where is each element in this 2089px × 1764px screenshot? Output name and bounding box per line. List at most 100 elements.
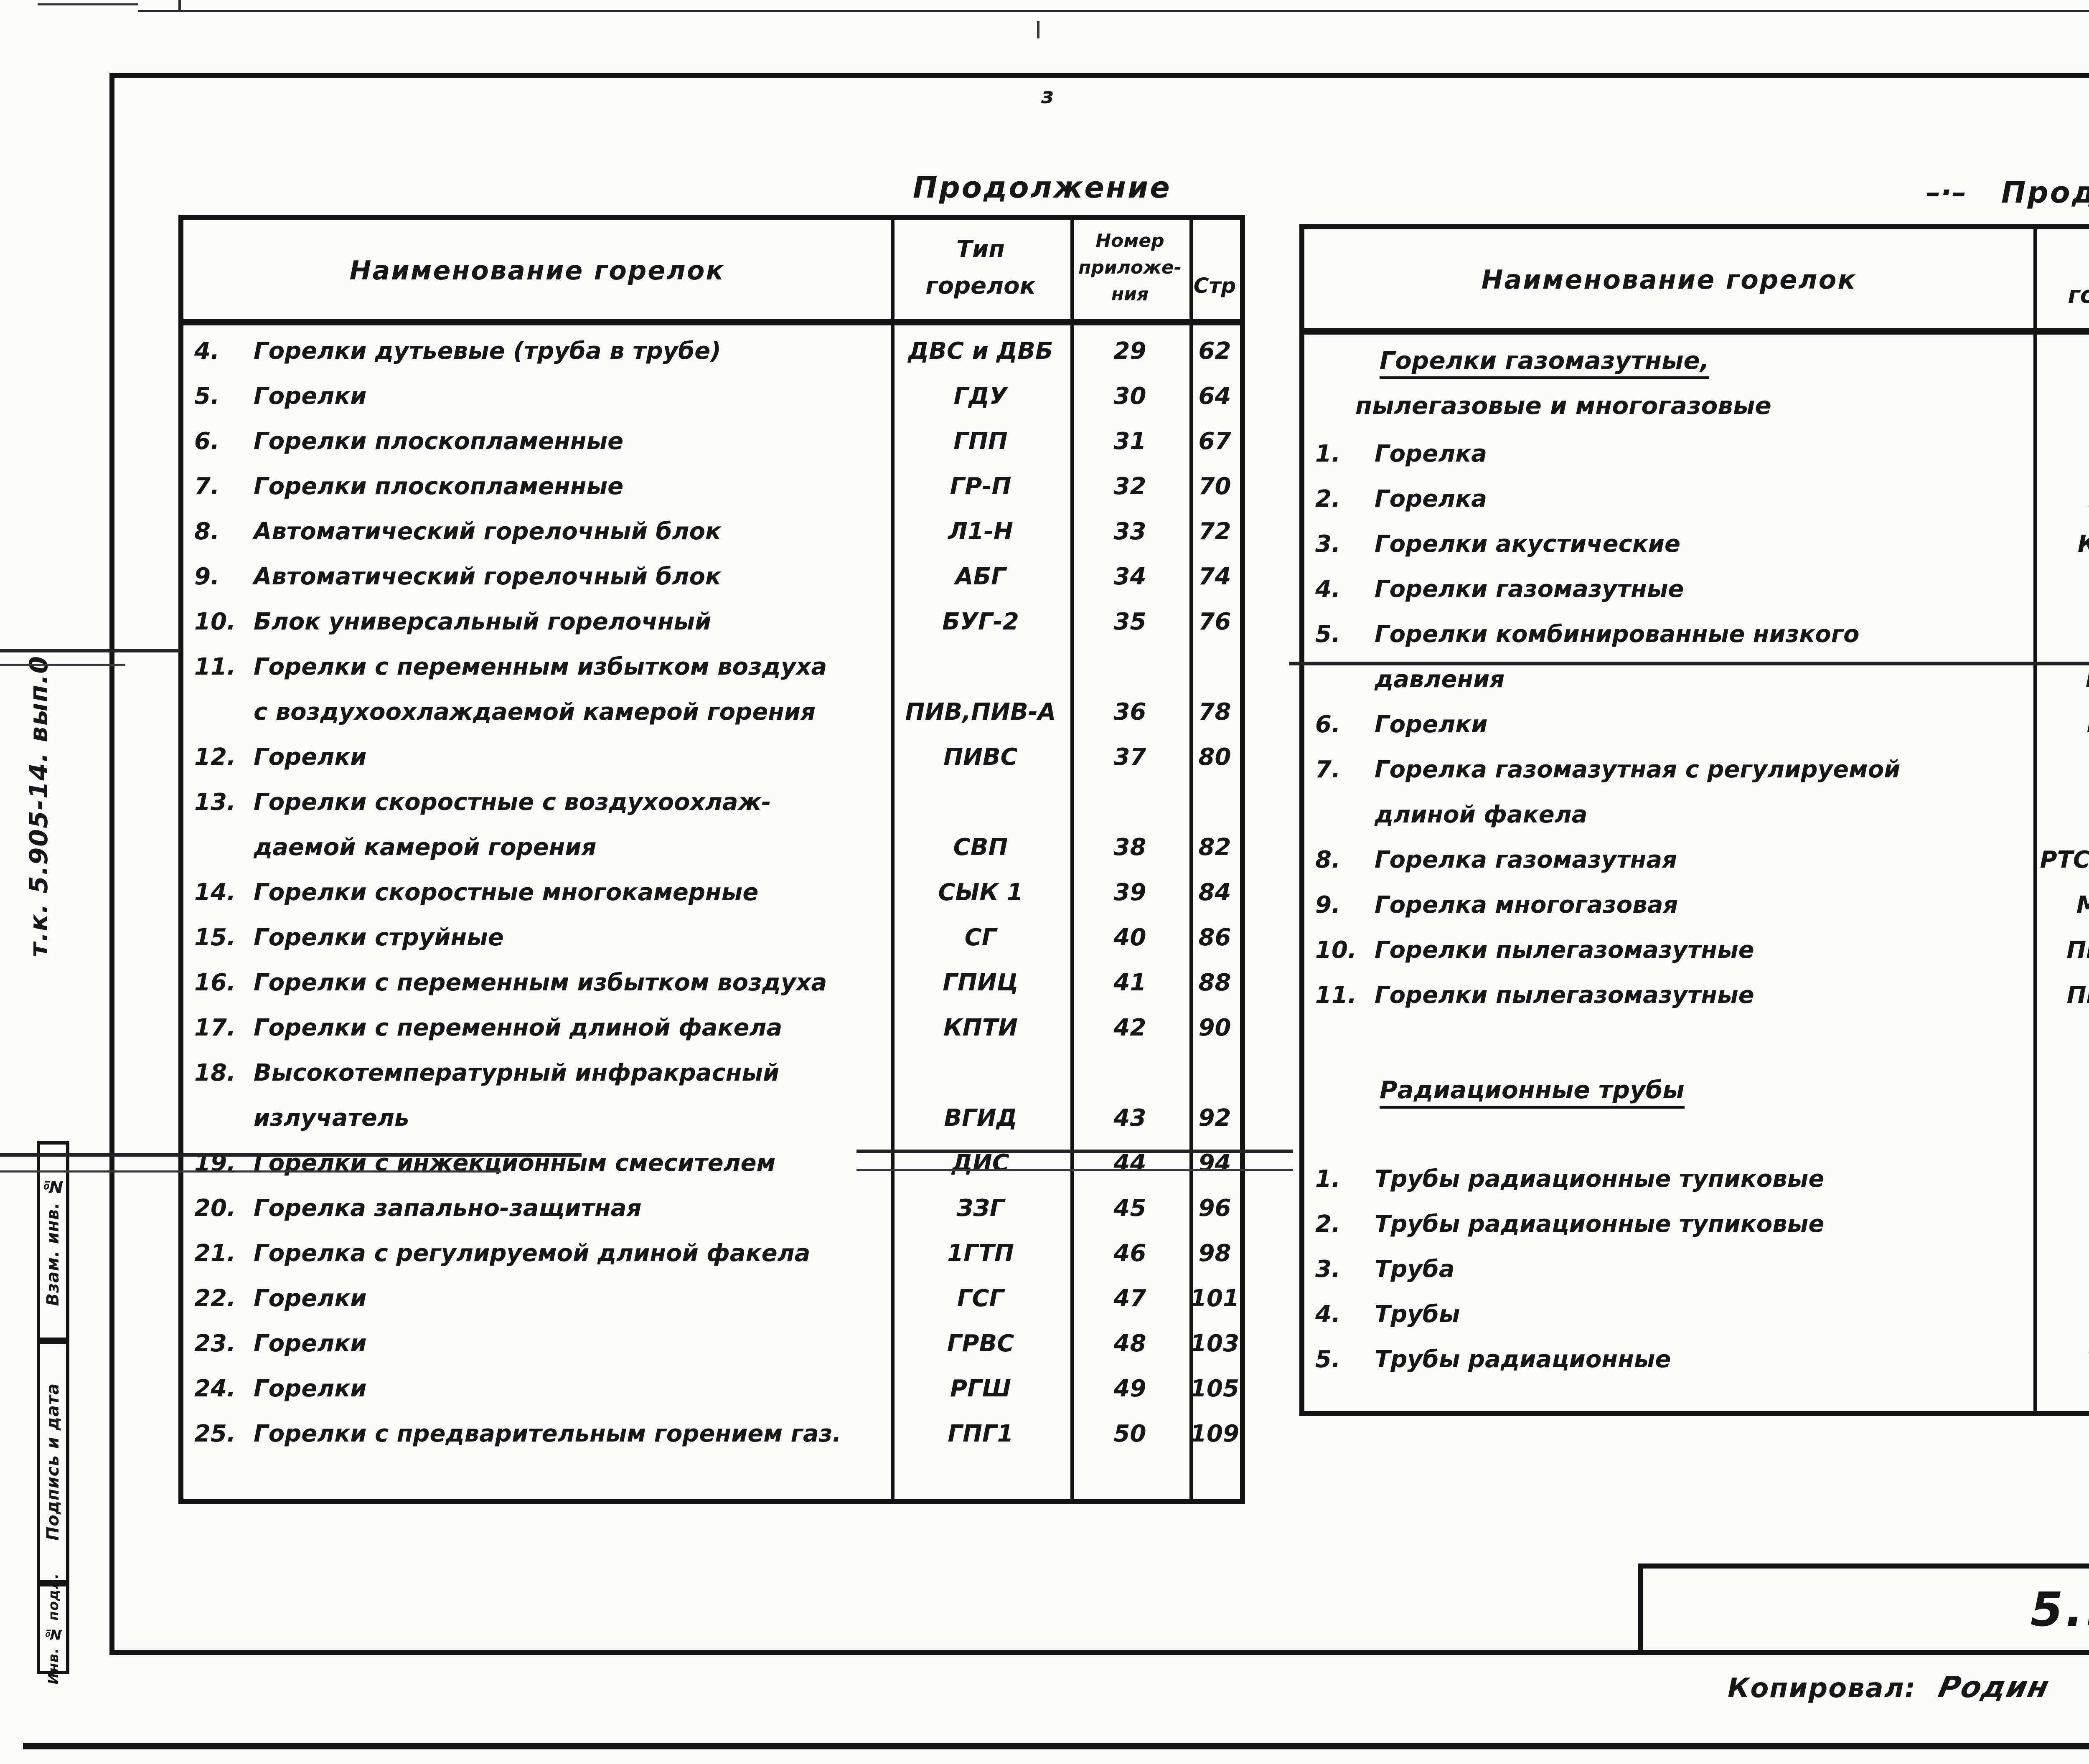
left-table: Наименование горелок Тип горелок Номер п… <box>178 215 1245 1504</box>
table-row: 11. Горелки с переменным избытком воздуха… <box>183 645 1240 735</box>
burner-name-line: Горелка многогазовая <box>1375 891 1678 919</box>
table-row: 11.Горелки пылегазомазутныеПГМ-Р-Б61136 <box>1304 973 2089 1018</box>
row-number: 23. <box>194 1330 236 1357</box>
burner-name-line: Горелки <box>254 744 367 771</box>
burner-type: ГПГ1 <box>948 1420 1014 1447</box>
scan-streak <box>856 1150 1293 1153</box>
name-cell: 25. Горелки с предварительным горением га… <box>183 1411 891 1457</box>
burner-type: ПГМ-Р-А <box>2066 937 2089 964</box>
burner-type: ВГИД <box>944 1104 1017 1132</box>
name-cell: 1. Горелка <box>1304 431 2033 477</box>
scan-streak <box>0 664 125 666</box>
burner-name-line: Труба <box>1375 1256 1455 1283</box>
name-cell: 7. Горелка газомазутная с регулируемой дли… <box>1304 747 2033 838</box>
appendix-number: 50 <box>1113 1420 1146 1447</box>
row-number: 24. <box>194 1375 236 1402</box>
burner-name-line: Горелка запально-защитная <box>254 1195 642 1222</box>
table-row: 6.ГорелкиГМГм56125 <box>1304 702 2089 747</box>
drawing-frame <box>109 73 2089 1655</box>
burner-name: Трубы радиационные <box>1304 1337 2033 1382</box>
burner-name: Горелки <box>1304 702 2033 747</box>
left-table-body: 4. Горелки дутьевые (труба в трубе) ДВС и … <box>183 325 1240 1457</box>
row-number: 7. <box>194 473 220 500</box>
burner-name: Горелки газомазутные <box>1304 567 2033 612</box>
row-number: 14. <box>194 879 236 906</box>
name-cell: 11. Горелки пылегазомазутные <box>1304 973 2033 1018</box>
page-number: 70 <box>1198 473 1231 500</box>
burner-name: Горелка газомазутная <box>1304 838 2033 883</box>
burner-type: ЗЗГ <box>956 1195 1005 1222</box>
burner-name-line: Горелки <box>254 1375 367 1402</box>
table-row: 3.ТрубаТРЦ64145 <box>1304 1247 2089 1292</box>
row-number: 22. <box>194 1285 236 1312</box>
name-cell: 3. Труба <box>1304 1247 2033 1292</box>
burner-name-line: Автоматический горелочный блок <box>254 563 721 590</box>
burner-name: Горелка <box>1304 431 2033 477</box>
section-heading: Радиационные трубы <box>1304 1067 2089 1112</box>
continuation-label-left: Продолжение <box>913 170 1172 205</box>
continuation-text: Продолжение <box>2001 175 2089 210</box>
name-cell: 8. Горелка газомазутная <box>1304 838 2033 883</box>
table-row: 24. Горелки РГШ 49 105 <box>183 1366 1240 1411</box>
name-cell: 10. Горелки пылегазомазутные <box>1304 928 2033 973</box>
burner-type: Л1-Н <box>948 518 1013 545</box>
page-number: 72 <box>1198 518 1231 545</box>
page-number: 101 <box>1190 1285 1239 1312</box>
name-cell: 6. Горелки плоскопламенные <box>183 419 891 464</box>
burner-name: Трубы радиационные тупиковые <box>1304 1202 2033 1247</box>
name-cell: 12. Горелки <box>183 735 891 780</box>
name-cell: 4. Горелки газомазутные <box>1304 567 2033 612</box>
appendix-number: 35 <box>1113 608 1146 635</box>
burner-name-line: Горелки с предварительным горением газ. <box>254 1420 841 1447</box>
name-cell: 4. Горелки дутьевые (труба в трубе) <box>183 329 891 374</box>
table-row: 17. Горелки с переменной длиной факела КПТ… <box>183 1005 1240 1051</box>
page-number: 88 <box>1198 969 1231 996</box>
burner-name-line: Горелки пылегазомазутные <box>1375 982 1754 1009</box>
burner-name-line: Горелки скоростные многокамерные <box>254 879 759 906</box>
side-doc-label: т.к. 5.905-14. вып.0 <box>24 655 53 957</box>
burner-name: Высокотемпературный инфракрасный излучате… <box>183 1051 891 1141</box>
row-number: 9. <box>194 563 220 590</box>
stamp-label: Инв. № подл. <box>45 1573 61 1685</box>
burner-name-line: длиной факела <box>1375 801 1588 828</box>
table-row: 10.Горелки пылегазомазутныеПГМ-Р-А60134 <box>1304 928 2089 973</box>
burner-name-line: Горелки комбинированные низкого <box>1375 621 1860 648</box>
burner-name-line: Горелка с регулируемой длиной факела <box>254 1240 811 1267</box>
table-row: 25. Горелки с предварительным горением га… <box>183 1411 1240 1457</box>
row-number: 9. <box>1315 891 1341 919</box>
appendix-number: 45 <box>1113 1195 1146 1222</box>
copied-label: Копировал: <box>1728 1673 1916 1704</box>
burner-name-line: Горелки акустические <box>1375 530 1681 558</box>
stamp-cell-podpis-data: Подпись и дата <box>37 1341 69 1583</box>
name-cell: 9. Автоматический горелочный блок <box>183 554 891 599</box>
name-cell: 5. Горелки комбинированные низкого давлени… <box>1304 612 2033 702</box>
name-cell: 14. Горелки скоростные многокамерные <box>183 870 891 915</box>
name-cell: 3. Горелки акустические <box>1304 522 2033 567</box>
table-row: 22. Горелки ГСГ 47 101 <box>183 1276 1240 1321</box>
row-number: 8. <box>1315 846 1341 873</box>
scan-streak <box>1289 662 2089 665</box>
frame-tick <box>178 0 181 12</box>
table-row: 10. Блок универсальный горелочный БУГ-2 35 7… <box>183 599 1240 645</box>
name-cell: 5. Трубы радиационные <box>1304 1337 2033 1382</box>
name-cell: 8. Автоматический горелочный блок <box>183 509 891 554</box>
burner-name: Автоматический горелочный блок <box>183 509 891 554</box>
burner-name: Горелка <box>1304 477 2033 522</box>
row-number: 10. <box>1315 937 1357 964</box>
burner-name-line: Трубы радиационные тупиковые <box>1375 1211 1825 1238</box>
burner-name: Горелки <box>183 1321 891 1366</box>
appendix-number: 34 <box>1113 563 1146 590</box>
page-number: 78 <box>1198 698 1231 726</box>
header-page: Стр <box>1193 274 1236 298</box>
row-number: 3. <box>1315 1256 1341 1283</box>
scan-streak <box>0 1153 582 1157</box>
appendix-number: 39 <box>1113 879 1146 906</box>
burner-name-line: Горелки с переменным избытком воздуха <box>254 969 827 996</box>
burner-type: ГКНД <box>2033 657 2089 702</box>
name-cell: 16. Горелки с переменным избытком воздуха <box>183 960 891 1005</box>
appendix-number: 29 <box>1113 338 1146 365</box>
page-number: 109 <box>1190 1420 1239 1447</box>
row-number: 11. <box>194 653 236 680</box>
row-number: 4. <box>1315 576 1341 603</box>
